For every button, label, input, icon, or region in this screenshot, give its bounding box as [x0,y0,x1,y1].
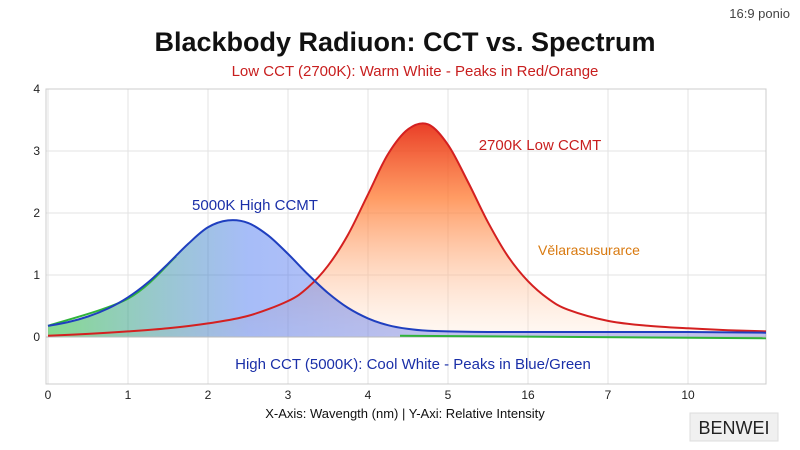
series-line-0 [47,219,767,334]
series-line-green-tail [399,334,767,340]
y-tick-label: 2 [33,206,40,220]
series-areas [48,123,766,337]
annotation-orange: Vělarasusurarce [538,242,640,258]
y-tick-label: 4 [33,82,40,96]
x-tick-label: 5 [445,388,452,402]
y-tick-label: 1 [33,268,40,282]
annotation-2700k: 2700K Low CCMT [479,137,602,154]
watermark-box [689,412,779,442]
x-axis-ticks: 0 1 2 3 4 5 16 7 10 [45,388,695,402]
series-line-1 [47,122,767,337]
chart-caption: High CCT (5000K): Cool White - Peaks in … [235,356,591,373]
x-tick-label: 10 [681,388,695,402]
annotation-5000k: 5000K High CCMT [192,197,318,214]
x-tick-label: 0 [45,388,52,402]
series-area-1 [48,123,766,337]
x-tick-label: 16 [521,388,535,402]
series-area-0 [48,220,766,337]
x-axis-label: X-Axis: Wavength (nm) | Y-Axi: Relative … [265,406,545,421]
x-tick-label: 3 [285,388,292,402]
y-tick-label: 3 [33,144,40,158]
y-axis-ticks: 0 1 2 3 4 [33,82,40,344]
x-tick-label: 1 [125,388,132,402]
chart-subtitle: Low CCT (2700K): Warm White - Peaks in R… [232,63,599,80]
x-tick-label: 2 [205,388,212,402]
y-tick-label: 0 [33,330,40,344]
chart-title: Blackbody Radiuon: CCT vs. Spectrum [154,27,655,57]
series-lines [46,122,767,340]
corner-label: 16:9 ponio [729,6,790,21]
plot-frame [45,88,767,385]
watermark-logo: BENWEI [698,418,769,438]
x-tick-label: 7 [605,388,612,402]
x-tick-label: 4 [365,388,372,402]
